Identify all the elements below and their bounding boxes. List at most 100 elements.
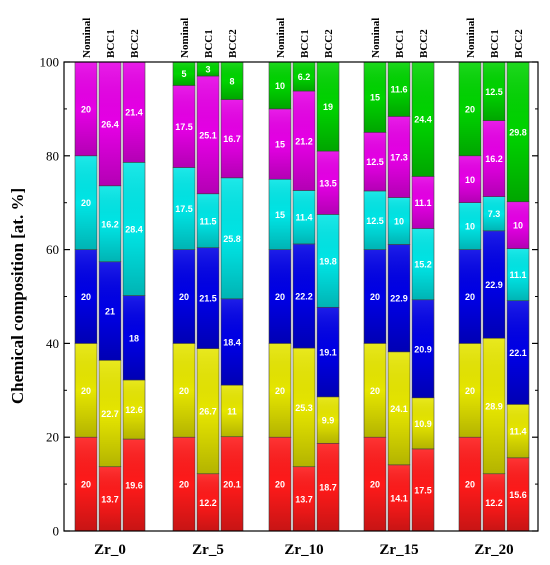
segment-value-label: 18.4 [223, 337, 241, 347]
y-axis-ticks: 0 20 40 60 80 100 [40, 55, 538, 539]
segment-value-label: 16.2 [485, 154, 503, 164]
segment-value-label: 11.4 [295, 213, 312, 223]
bar-segment-shade [483, 62, 505, 121]
bar-segment-shade [293, 243, 315, 349]
bar-segment-shade [317, 396, 339, 444]
segment-value-label: 10 [465, 175, 475, 185]
segment-value-label: 8 [229, 76, 234, 86]
segment-value-label: 15.6 [509, 490, 527, 500]
bar-name-label: BCC2 [418, 29, 430, 58]
bar-name-label: BCC2 [129, 29, 141, 58]
segment-value-label: 10 [394, 216, 404, 226]
segment-value-label: 20 [81, 386, 91, 396]
bar-segment-shade [99, 185, 121, 262]
segment-value-label: 20 [370, 292, 380, 302]
segment-value-label: 12.2 [485, 498, 503, 508]
bar-name-labels: Nominal BCC1 BCC2 Nominal BCC1 BCC2 Nominal BCC… [81, 18, 525, 58]
segment-value-label: 19.8 [319, 256, 337, 266]
bar-name-label: BCC1 [489, 29, 501, 58]
group-label-Zr_15: Zr_15 [379, 542, 418, 558]
segment-value-label: 21.5 [199, 294, 217, 304]
segment-value-label: 26.4 [101, 119, 119, 129]
bar-segment-shade [317, 62, 339, 152]
segment-value-label: 26.7 [199, 407, 217, 417]
segment-value-label: 24.1 [390, 404, 408, 414]
bar-segment-shade [364, 62, 386, 133]
bar-segment-shade [75, 343, 97, 438]
bar-name-label: BCC1 [203, 29, 215, 58]
bar-segment-shade [221, 62, 243, 100]
segment-value-label: 24.4 [414, 115, 432, 125]
bar-segment-shade [197, 348, 219, 474]
bar-segment-shade [388, 351, 410, 465]
segment-value-label: 11.1 [414, 198, 431, 208]
segment-value-label: 7.3 [488, 209, 501, 219]
segment-value-label: 9.9 [322, 416, 335, 426]
bar-name-label: BCC2 [323, 29, 335, 58]
segment-value-label: 14.1 [390, 493, 408, 503]
segment-value-label: 13.5 [319, 178, 337, 188]
bar-segment-shade [75, 249, 97, 344]
bar-segment-shade [293, 348, 315, 467]
segment-value-label: 16.2 [101, 219, 119, 229]
bar-segment-shade [173, 249, 195, 344]
segment-value-label: 5 [181, 69, 186, 79]
segment-value-label: 28.9 [485, 402, 503, 412]
segment-value-label: 16.7 [223, 134, 241, 144]
segment-value-label: 12.5 [366, 216, 384, 226]
bar-segment-shade [269, 108, 291, 180]
group-labels: Zr_0 Zr_5 Zr_10 Zr_15 Zr_20 [94, 542, 513, 558]
y-tick-label: 60 [46, 242, 59, 257]
segment-value-label: 15.2 [414, 260, 432, 270]
bar-segment-shade [173, 62, 195, 86]
bar-segment-shade [293, 62, 315, 92]
segment-value-label: 11.5 [199, 216, 216, 226]
segment-value-label: 22.9 [485, 280, 503, 290]
segment-value-label: 25.1 [199, 130, 217, 140]
bar-segment-shade [123, 439, 145, 531]
segment-value-label: 6.2 [298, 72, 311, 82]
bar-segment-shade [173, 85, 195, 168]
segment-value-label: 25.3 [295, 403, 313, 413]
bar-segment-shade [293, 91, 315, 191]
bar-segment-shade [317, 307, 339, 397]
y-tick-label: 40 [46, 336, 59, 351]
bar-segment-shade [123, 295, 145, 380]
bar-segment-shade [507, 248, 529, 301]
bar-segment-shade [221, 99, 243, 178]
segment-value-label: 17.5 [414, 485, 432, 495]
bar-segment-shade [364, 132, 386, 191]
segment-value-label: 28.4 [125, 224, 143, 234]
bar-segment-shade [197, 193, 219, 248]
segment-value-label: 20 [465, 104, 475, 114]
bar-segment-shade [388, 116, 410, 198]
bar-segment-shade [507, 404, 529, 458]
bar-segment-shade [173, 343, 195, 438]
bar-segment-shade [412, 228, 434, 300]
group-label-Zr_5: Zr_5 [192, 542, 224, 558]
segment-value-label: 21.4 [125, 108, 143, 118]
bar-segment-shade [99, 360, 121, 467]
segment-value-label: 22.9 [390, 294, 408, 304]
segment-value-label: 20 [370, 386, 380, 396]
bar-segment-shade [293, 466, 315, 531]
segment-value-label: 22.2 [295, 292, 313, 302]
bar-segment-shade [483, 473, 505, 531]
segment-value-label: 3 [205, 65, 210, 75]
segment-value-label: 22.7 [101, 409, 119, 419]
bar-segment-shade [507, 201, 529, 249]
bar-segment-shade [99, 261, 121, 361]
segment-value-label: 12.5 [485, 87, 503, 97]
bar-segment-shade [364, 190, 386, 250]
bar-segment-shade [459, 343, 481, 438]
bar-segment-shade [507, 300, 529, 405]
bar-segment-shade [459, 155, 481, 203]
y-tick-label: 80 [46, 148, 59, 163]
segment-value-label: 19.6 [125, 481, 143, 491]
segment-value-label: 15 [370, 93, 380, 103]
bar-segment-shade [483, 230, 505, 339]
segment-value-label: 20 [81, 104, 91, 114]
bar-segment-shade [388, 464, 410, 531]
bar-segment-shade [99, 466, 121, 531]
